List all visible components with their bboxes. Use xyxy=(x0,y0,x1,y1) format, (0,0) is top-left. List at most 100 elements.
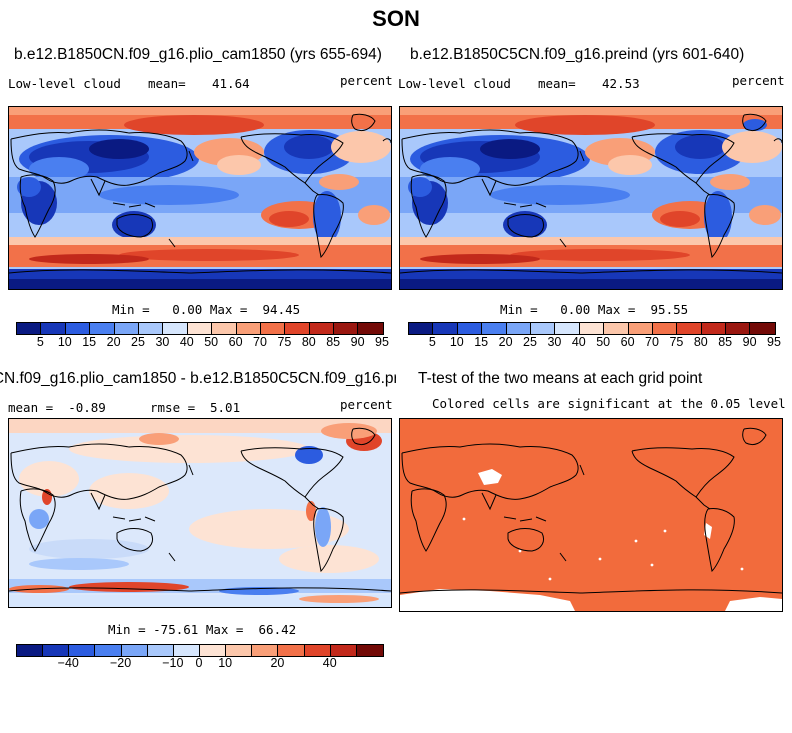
panel-plio-stats: Min = 0.00 Max = 94.45 xyxy=(112,302,301,317)
colorbar-tick-label: 5 xyxy=(36,335,44,349)
colorbar-tick-label: 60 xyxy=(228,335,243,349)
colorbar-cell xyxy=(330,645,357,656)
colorbar-cell xyxy=(212,323,237,334)
colorbar-preind xyxy=(408,322,776,335)
colorbar-cell xyxy=(17,323,42,334)
colorbar-cell xyxy=(90,323,115,334)
colorbar-cell xyxy=(114,323,139,334)
colorbar-cell xyxy=(199,645,227,656)
colorbar-tick-label: 30 xyxy=(155,335,170,349)
colorbar-tick-label: 5 xyxy=(428,335,436,349)
panel-plio-units: percent xyxy=(340,73,393,88)
colorbar-cell xyxy=(628,323,653,334)
colorbar-tick-label: −20 xyxy=(109,656,132,670)
panel-preind-stats: Min = 0.00 Max = 95.55 xyxy=(500,302,689,317)
panel-preind-units: percent xyxy=(732,73,785,88)
colorbar-cell xyxy=(433,323,458,334)
colorbar-tick-label: 75 xyxy=(669,335,684,349)
page-title: SON xyxy=(372,6,420,31)
colorbar-tick-label: 95 xyxy=(375,335,389,349)
colorbar-tick-label: 40 xyxy=(179,335,194,349)
colorbar-tick-label: 50 xyxy=(596,335,611,349)
colorbar-cell xyxy=(555,323,580,334)
colorbar-cell xyxy=(677,323,702,334)
colorbar-cell xyxy=(457,323,483,334)
colorbar-cell xyxy=(652,323,678,334)
colorbar-cell xyxy=(187,323,213,334)
colorbar-tick-label: 90 xyxy=(350,335,365,349)
colorbar-tick-label: 40 xyxy=(571,335,586,349)
colorbar-cell xyxy=(304,645,331,656)
panel-preind-title: b.e12.B1850C5CN.f09_g16.preind (yrs 601-… xyxy=(410,46,745,63)
colorbar-cell xyxy=(604,323,629,334)
colorbar-cell xyxy=(236,323,261,334)
map-preind xyxy=(399,106,783,290)
colorbar-tick-label: 95 xyxy=(767,335,781,349)
panel-plio-variable-label: Low-level cloud xyxy=(8,76,121,91)
colorbar-cell xyxy=(65,323,91,334)
colorbar-cell xyxy=(43,645,70,656)
colorbar-cell xyxy=(226,645,253,656)
panel-ttest-subtitle: Colored cells are significant at the 0.0… xyxy=(432,396,786,411)
colorbar-tick-label: 40 xyxy=(322,656,337,670)
panel-preind-variable-label: Low-level cloud xyxy=(398,76,511,91)
colorbar-cell xyxy=(506,323,531,334)
colorbar-cell xyxy=(41,323,66,334)
map-plio xyxy=(8,106,392,290)
colorbar-tick-label: 30 xyxy=(547,335,562,349)
colorbar-cell xyxy=(260,323,286,334)
colorbar-tick-label: 10 xyxy=(57,335,72,349)
panel-preind-mean-value: 42.53 xyxy=(602,76,640,91)
panel-preind-mean-label: mean= xyxy=(538,76,576,91)
colorbar-tick-label: 60 xyxy=(620,335,635,349)
colorbar-tick-label: 70 xyxy=(645,335,659,349)
colorbar-cell xyxy=(163,323,188,334)
colorbar-tick-label: 80 xyxy=(693,335,708,349)
colorbar-tick-label: −10 xyxy=(162,656,184,670)
colorbar-tick-label: 25 xyxy=(523,335,537,349)
colorbar-tick-label: 10 xyxy=(449,335,464,349)
panel-plio-title: b.e12.B1850CN.f09_g16.plio_cam1850 (yrs … xyxy=(14,46,382,63)
colorbar-cell xyxy=(173,645,200,656)
colorbar-tick-label: 90 xyxy=(742,335,757,349)
colorbar-tick-label: 50 xyxy=(204,335,219,349)
colorbar-tick-label: 85 xyxy=(326,335,341,349)
panel-diff-rmse-value: 5.01 xyxy=(210,400,241,415)
panel-diff-title-clip: b.e12.B1850CN.f09_g16.plio_cam1850 - b.e… xyxy=(0,370,396,392)
colorbar-cell xyxy=(356,645,383,656)
panel-diff-title: b.e12.B1850CN.f09_g16.plio_cam1850 - b.e… xyxy=(0,370,396,387)
colorbar-plio xyxy=(16,322,384,335)
colorbar-tick-label: 0 xyxy=(195,656,203,670)
colorbar-cell xyxy=(69,645,96,656)
colorbar-tick-label: 25 xyxy=(131,335,145,349)
panel-diff-mean: mean = -0.89 xyxy=(8,400,106,415)
colorbar-cell xyxy=(750,323,775,334)
colorbar-tick-label: 80 xyxy=(301,335,316,349)
colorbar-cell xyxy=(701,323,727,334)
colorbar-tick-label: 15 xyxy=(474,335,489,349)
colorbar-cell xyxy=(579,323,605,334)
colorbar-tick-label: 20 xyxy=(106,335,121,349)
colorbar-cell xyxy=(726,323,751,334)
map-diff xyxy=(8,418,392,608)
colorbar-tick-label: 10 xyxy=(218,656,233,670)
colorbar-tick-label: 20 xyxy=(270,656,285,670)
colorbar-cell xyxy=(334,323,359,334)
colorbar-cell xyxy=(309,323,335,334)
colorbar-cell xyxy=(252,645,279,656)
colorbar-cell xyxy=(138,323,164,334)
colorbar-cell xyxy=(147,645,174,656)
colorbar-tick-label: 85 xyxy=(718,335,733,349)
colorbar-tick-label: 15 xyxy=(82,335,97,349)
colorbar-cell xyxy=(530,323,556,334)
colorbar-tick-label: 70 xyxy=(253,335,267,349)
panel-diff-stats: Min = -75.61 Max = 66.42 xyxy=(108,622,297,637)
colorbar-cell xyxy=(409,323,434,334)
colorbar-cell xyxy=(17,645,44,656)
map-ttest xyxy=(399,418,783,612)
colorbar-tick-label: 20 xyxy=(498,335,513,349)
colorbar-cell xyxy=(278,645,305,656)
panel-ttest-title: T-test of the two means at each grid poi… xyxy=(418,370,703,387)
colorbar-cell xyxy=(482,323,507,334)
colorbar-cell xyxy=(121,645,148,656)
